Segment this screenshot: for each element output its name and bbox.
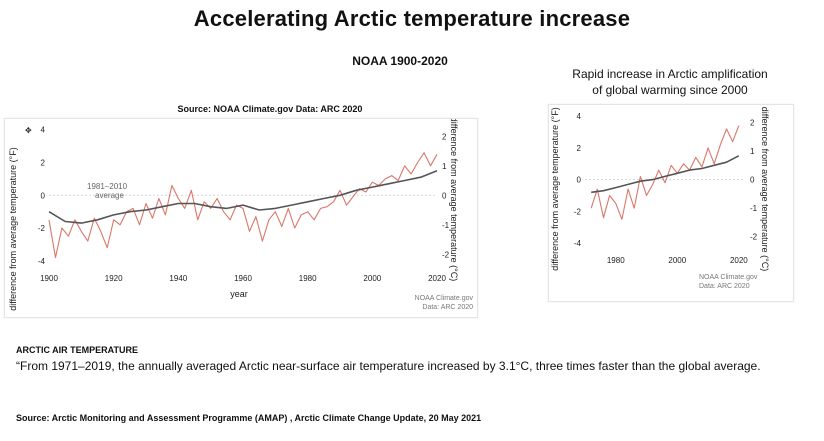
x-tick-label: 2020 bbox=[730, 256, 748, 265]
y-tick-label-celsius: 1 bbox=[750, 147, 755, 156]
credit-line-1: NOAA Climate.gov bbox=[699, 274, 758, 281]
credit-line-1: NOAA Climate.gov bbox=[415, 295, 474, 302]
y-tick-label-fahrenheit: 0 bbox=[577, 176, 582, 185]
page-title: Accelerating Arctic temperature increase bbox=[193, 6, 631, 31]
x-tick-label: 2000 bbox=[363, 274, 381, 283]
x-tick-label: 1940 bbox=[169, 274, 187, 283]
right-chart-panel: 1980 2000 2020 -4 -2 0 2 4 -2 -1 0 1 2 difference … bbox=[548, 104, 794, 302]
y-tick-label-celsius: -2 bbox=[442, 250, 450, 259]
average-annotation-line-2: average bbox=[95, 191, 124, 200]
y-tick-label-fahrenheit: -4 bbox=[574, 239, 582, 248]
right-chart: 1980 2000 2020 -4 -2 0 2 4 -2 -1 0 1 2 difference … bbox=[550, 107, 770, 290]
section-heading: ARCTIC AIR TEMPERATURE bbox=[16, 345, 138, 355]
move-cursor-icon: ✥ bbox=[25, 126, 32, 135]
quote-text: “From 1971–2019, the annually averaged A… bbox=[16, 359, 761, 373]
credit-line-2: Data: ARC 2020 bbox=[699, 283, 750, 290]
x-tick-label: 2000 bbox=[668, 256, 686, 265]
x-axis-label: year bbox=[230, 289, 248, 299]
y-tick-label-celsius: -1 bbox=[750, 204, 758, 213]
x-tick-label: 1980 bbox=[299, 274, 317, 283]
y-tick-label-celsius: 2 bbox=[442, 132, 447, 141]
chart-subtitle: NOAA 1900-2020 bbox=[352, 54, 448, 68]
right-caption-line-1: Rapid increase in Arctic amplification bbox=[572, 67, 768, 81]
arctic-temperature-line bbox=[590, 125, 740, 220]
arctic-temperature-line bbox=[48, 152, 438, 259]
y-axis-label-right: difference from average temperature (°C) bbox=[760, 107, 770, 272]
global-temperature-line bbox=[48, 169, 438, 224]
x-tick-label: 2020 bbox=[428, 274, 446, 283]
left-chart-panel: ✥ 1900 1920 1940 1960 1980 2000 2020 -4 -2 0 2 4 -… bbox=[4, 117, 478, 318]
y-tick-label-celsius: 1 bbox=[442, 162, 447, 171]
right-caption-line-2: of global warming since 2000 bbox=[592, 83, 748, 97]
y-axis-label-right: difference from average temperature (°C) bbox=[449, 119, 459, 281]
y-axis-label-left: difference from average temperature (°F) bbox=[8, 147, 18, 311]
y-tick-label-fahrenheit: 4 bbox=[577, 112, 582, 121]
y-tick-label-fahrenheit: 2 bbox=[41, 158, 46, 167]
y-tick-label-celsius: 2 bbox=[750, 119, 755, 128]
y-tick-label-fahrenheit: 0 bbox=[41, 191, 46, 200]
y-tick-label-celsius: -1 bbox=[442, 221, 450, 230]
y-tick-label-celsius: 0 bbox=[750, 176, 755, 185]
x-tick-label: 1960 bbox=[234, 274, 252, 283]
x-tick-label: 1900 bbox=[40, 274, 58, 283]
y-tick-label-fahrenheit: 4 bbox=[41, 126, 46, 135]
global-temperature-line bbox=[591, 155, 740, 194]
y-tick-label-celsius: -2 bbox=[750, 233, 758, 242]
y-axis-label-left: difference from average temperature (°F) bbox=[550, 107, 560, 271]
y-tick-label-celsius: 0 bbox=[442, 191, 447, 200]
x-tick-label: 1980 bbox=[607, 256, 625, 265]
x-tick-label: 1920 bbox=[105, 274, 123, 283]
right-chart-caption: Rapid increase in Arctic amplification o… bbox=[552, 66, 788, 98]
average-annotation-line-1: 1981–2010 bbox=[87, 182, 128, 191]
y-tick-label-fahrenheit: -4 bbox=[38, 257, 46, 266]
credit-line-2: Data: ARC 2020 bbox=[422, 304, 473, 311]
y-tick-label-fahrenheit: -2 bbox=[574, 207, 582, 216]
y-tick-label-fahrenheit: -2 bbox=[38, 224, 46, 233]
source-citation: Source: Arctic Monitoring and Assessment… bbox=[16, 413, 482, 423]
y-tick-label-fahrenheit: 2 bbox=[577, 144, 582, 153]
left-chart: ✥ 1900 1920 1940 1960 1980 2000 2020 -4 -2 0 2 4 -… bbox=[8, 117, 474, 311]
chart-source: Source: NOAA Climate.gov Data: ARC 2020 bbox=[177, 104, 363, 114]
